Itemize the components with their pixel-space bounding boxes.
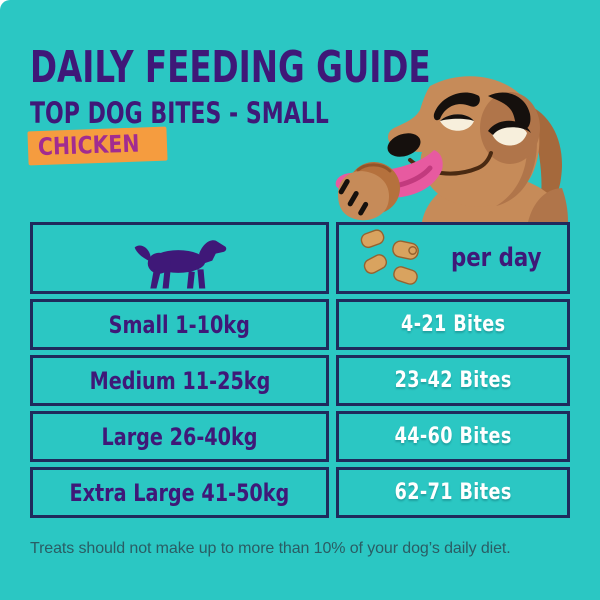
dog-silhouette-icon (134, 240, 226, 289)
table-header-perday-cell: per day (336, 222, 570, 294)
page-title-text: DAILY FEEDING GUIDE (30, 42, 431, 93)
table-row-bites-large: 44-60 Bites (336, 411, 570, 462)
treats-icon (360, 229, 419, 285)
table-row-bites-extra-large: 62-71 Bites (336, 467, 570, 518)
footnote: Treats should not make up to more than 1… (30, 540, 511, 557)
flavor-badge-text: CHICKEN (37, 129, 140, 162)
table-row-size-small: Small 1-10kg (30, 299, 329, 350)
page-title: DAILY FEEDING GUIDE (30, 46, 571, 90)
flavor-badge: CHICKEN (27, 126, 168, 166)
dog-mascot-illustration (335, 76, 568, 222)
table-row-size-extra-large: Extra Large 41-50kg (30, 467, 329, 518)
table-row-bites-small: 4-21 Bites (336, 299, 570, 350)
page-subtitle: TOP DOG BITES - SMALL (30, 99, 423, 128)
table-row-size-large: Large 26-40kg (30, 411, 329, 462)
table-row-bites-medium: 23-42 Bites (336, 355, 570, 406)
page-subtitle-text: TOP DOG BITES - SMALL (30, 96, 329, 130)
table-row-size-medium: Medium 11-25kg (30, 355, 329, 406)
per-day-label: per day (450, 243, 542, 273)
feeding-table: per day Small 1-10kg 4-21 Bites Medium 1… (30, 222, 570, 518)
table-header-dog-cell (30, 222, 329, 294)
